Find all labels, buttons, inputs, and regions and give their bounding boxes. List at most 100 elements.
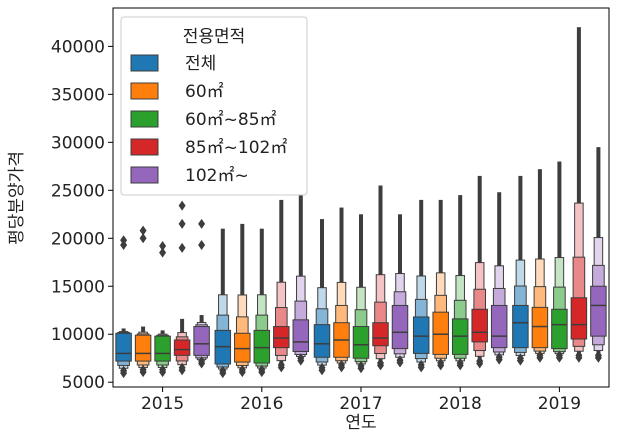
boxen-outlier <box>159 247 167 258</box>
boxen-low-marker <box>516 355 524 366</box>
boxen-outlier <box>178 218 186 229</box>
boxen-upper-tail <box>220 228 225 331</box>
boxen-upper-tail <box>596 147 601 287</box>
boxen-upper-tail <box>419 199 424 317</box>
x-axis: 2015 2016 2017 2018 2019 <box>141 387 581 414</box>
x-tick-label: 2015 <box>141 394 184 414</box>
boxen-low-marker <box>357 363 365 374</box>
boxen-group <box>115 235 132 379</box>
boxen-group <box>512 175 529 366</box>
boxen-box <box>313 324 331 358</box>
boxen-low-marker <box>555 352 563 363</box>
boxen-group <box>134 225 152 378</box>
x-axis-title: 연도 <box>345 413 376 433</box>
y-tick-label: 5000 <box>62 373 105 393</box>
boxen-box <box>412 316 430 354</box>
legend-label: 60㎡ <box>185 82 224 102</box>
legend-label: 전체 <box>185 54 216 74</box>
boxen-box <box>391 304 409 350</box>
boxen-upper-tail <box>279 199 284 327</box>
boxen-group <box>412 199 430 373</box>
boxen-low-marker <box>318 365 326 376</box>
boxen-box <box>432 311 449 355</box>
legend-label: 102㎡~ <box>185 166 249 186</box>
boxen-upper-tail <box>438 199 443 313</box>
boxen-low-marker <box>417 362 425 373</box>
legend: 전용면적 전체 60㎡ 60㎡~85㎡ 85㎡~102㎡ 102㎡~ <box>120 16 308 196</box>
boxen-low-marker <box>297 355 305 366</box>
boxen-low-marker <box>238 367 246 378</box>
y-axis: 5000 10000 15000 20000 25000 30000 35000 40000 <box>51 37 113 393</box>
boxen-outlier <box>178 242 186 253</box>
boxen-low-marker <box>594 352 602 363</box>
legend-swatch <box>130 82 159 100</box>
boxen-group <box>531 169 549 363</box>
boxen-box <box>134 334 152 362</box>
boxen-low-marker <box>495 354 503 365</box>
boxen-low-marker <box>198 358 206 369</box>
boxen-upper-tail <box>121 328 126 334</box>
legend-label: 60㎡~85㎡ <box>185 110 277 130</box>
boxen-low-marker <box>437 360 445 371</box>
boxen-upper-tail <box>477 175 482 310</box>
boxen-upper-tail <box>298 195 303 320</box>
boxen-outlier <box>139 233 147 244</box>
boxen-group <box>372 185 389 371</box>
boxen-group <box>551 161 568 363</box>
boxen-upper-tail <box>398 214 402 306</box>
boxen-upper-tail <box>320 219 324 325</box>
boxen-box <box>193 326 210 356</box>
boxen-low-marker <box>219 368 227 379</box>
boxen-box <box>490 304 508 349</box>
boxen-group <box>432 199 449 371</box>
boxen-low-marker <box>139 367 147 378</box>
boxen-group <box>391 214 409 368</box>
boxen-box <box>372 322 389 347</box>
y-tick-label: 25000 <box>51 181 105 201</box>
x-tick-label: 2016 <box>240 394 283 414</box>
boxen-low-marker <box>338 362 345 373</box>
boxen-low-marker <box>258 367 266 378</box>
boxen-group <box>471 175 488 369</box>
boxen-upper-tail <box>458 195 463 319</box>
boxen-outlier <box>139 225 147 236</box>
x-tick-label: 2019 <box>538 394 581 414</box>
boxen-group <box>234 223 251 378</box>
legend-swatch <box>130 138 159 156</box>
boxen-low-marker <box>476 358 484 369</box>
plot-area <box>115 27 607 379</box>
boxen-outlier <box>198 239 206 250</box>
boxen-group <box>490 192 508 365</box>
boxen-box <box>173 339 191 356</box>
boxen-outlier <box>198 218 206 229</box>
boxen-box <box>590 285 607 337</box>
y-tick-label: 10000 <box>51 325 105 345</box>
boxen-group <box>154 240 171 378</box>
legend-swatch <box>130 110 159 128</box>
boxen-upper-tail <box>537 169 542 308</box>
boxen-group <box>253 228 271 378</box>
boxen-upper-tail <box>141 326 146 336</box>
boxen-group <box>352 214 370 374</box>
boxen-group <box>451 195 469 371</box>
boxen-group <box>570 27 588 363</box>
boxen-box <box>253 329 271 364</box>
boxen-outlier <box>159 240 167 251</box>
boxen-group <box>273 199 290 373</box>
boxen-box <box>352 326 370 359</box>
x-tick-label: 2018 <box>439 394 482 414</box>
boxen-low-marker <box>575 352 583 363</box>
boxen-box <box>570 297 588 340</box>
boxen-upper-tail <box>557 161 562 310</box>
boxen-low-marker <box>159 367 167 378</box>
boxen-low-marker <box>377 360 384 371</box>
boxen-box <box>234 332 251 363</box>
legend-swatch <box>130 54 159 72</box>
y-tick-label: 20000 <box>51 229 105 249</box>
boxen-upper-tail <box>359 214 363 327</box>
boxen-group <box>292 195 310 366</box>
boxen-box <box>273 326 290 349</box>
boxen-low-marker <box>536 352 544 363</box>
boxen-group <box>333 207 350 373</box>
boxen-group <box>173 200 191 376</box>
